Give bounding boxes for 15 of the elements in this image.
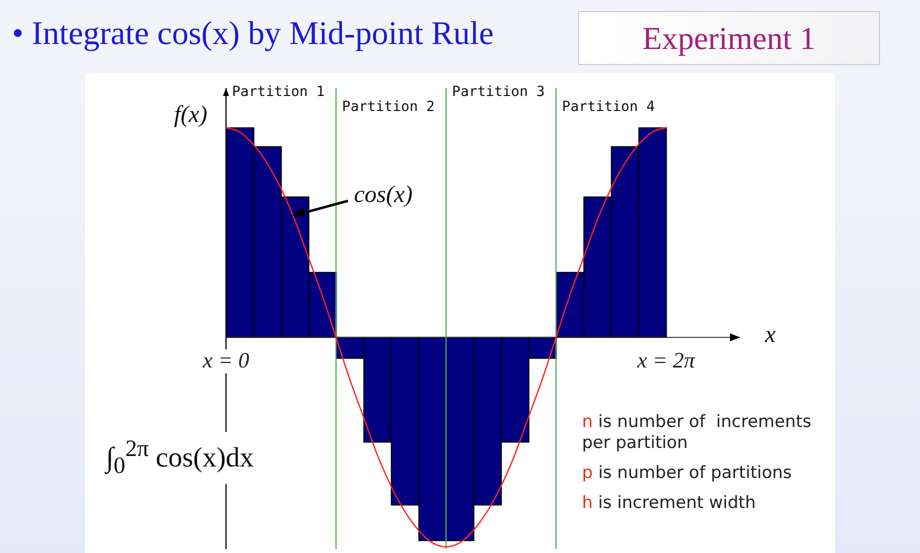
- x-tick-label: x = 0: [202, 347, 250, 372]
- ref-line-label: Partition 3: [452, 84, 545, 100]
- annotation: ∫$_{0}$$^{2π}$ cos(x)dx: [100, 432, 260, 484]
- annotation: h is increment width: [582, 493, 757, 514]
- annotation: p is number of partitions: [582, 463, 793, 484]
- y-axis-title: f(x): [174, 102, 208, 129]
- chart-title: • Integrate cos(x) by Mid-point Rule: [12, 16, 494, 53]
- chart-subtitle: Experiment 1: [642, 20, 816, 56]
- annotation: cos(x): [354, 182, 413, 208]
- x-tick-label: x = 2π: [636, 347, 696, 372]
- annotation: n is number of increments per partition: [582, 412, 812, 454]
- x-axis-title: x: [765, 322, 776, 349]
- ref-line-label: Partition 2: [342, 99, 435, 115]
- ref-line-label: Partition 1: [232, 84, 325, 100]
- ref-line-label: Partition 4: [562, 99, 655, 115]
